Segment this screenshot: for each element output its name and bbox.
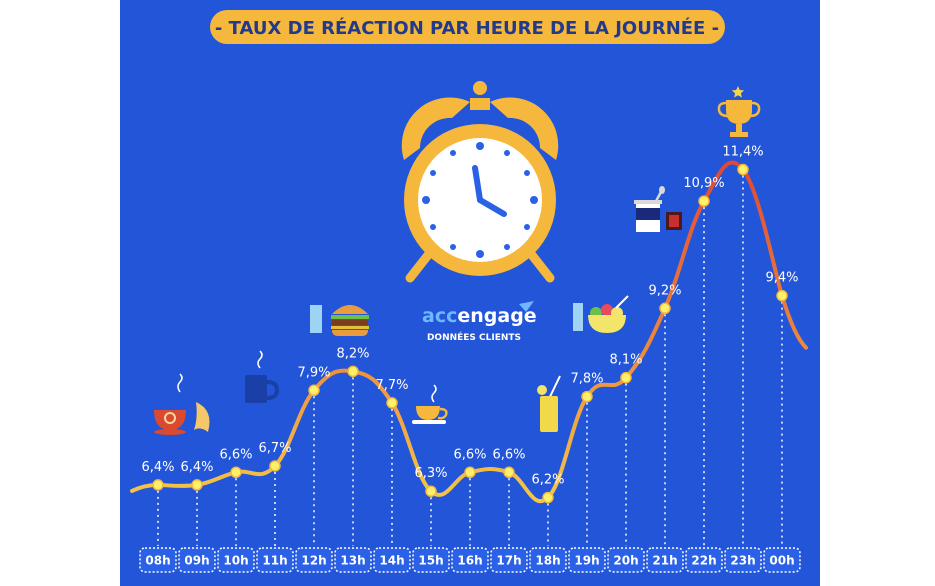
tick-box: [139, 547, 177, 573]
tick-box: [256, 547, 294, 573]
value-label: 10,9%: [683, 176, 724, 191]
value-label: 7,8%: [570, 372, 603, 387]
tick-label: 00h: [769, 554, 794, 568]
value-label: 8,2%: [336, 346, 369, 361]
glass-burger-icon: [310, 305, 369, 336]
tick-box: [178, 547, 216, 573]
value-label: 8,1%: [609, 353, 642, 368]
tick-box: [334, 547, 372, 573]
tick-box: [724, 547, 762, 573]
data-point: [269, 460, 281, 472]
tick-label: 10h: [223, 554, 248, 568]
tick-box: [412, 547, 450, 573]
tick-label: 19h: [574, 554, 599, 568]
data-point: [230, 466, 242, 479]
data-point: [659, 302, 671, 315]
tick-label: 18h: [535, 554, 560, 568]
glass-salad-icon: [573, 295, 629, 333]
tick-box: [529, 547, 567, 573]
data-point: [152, 479, 164, 491]
yogurt-icon: [634, 186, 682, 232]
value-label: 6,6%: [219, 447, 252, 462]
tick-label: 09h: [184, 554, 209, 568]
value-label: 6,6%: [453, 447, 486, 462]
data-point: [425, 485, 437, 497]
data-point: [542, 491, 554, 504]
drop-lines: [157, 175, 783, 546]
tick-label: 08h: [145, 554, 170, 568]
teacup-icon: [412, 384, 448, 424]
coffee-croissant-icon: [154, 373, 210, 435]
tick-label: 20h: [613, 554, 638, 568]
tick-box: [295, 547, 333, 573]
value-labels: 6,4% 6,4% 6,6% 6,7% 7,9% 8,2% 7,7% 6,3% 6,6% 6,6%…: [141, 145, 798, 488]
tick-label: 13h: [340, 554, 365, 568]
trophy-icon: [717, 86, 761, 137]
data-point: [386, 397, 398, 409]
tick-label: 17h: [496, 554, 521, 568]
tick-box: [373, 547, 411, 573]
data-point: [503, 466, 515, 479]
value-label: 6,2%: [531, 473, 564, 488]
value-label: 6,4%: [141, 460, 174, 475]
data-point: [776, 289, 788, 302]
juice-glass-icon: [537, 375, 561, 432]
tick-label: 23h: [730, 554, 755, 568]
tick-box: [685, 547, 723, 573]
title-banner: - TAUX DE RÉACTION PAR HEURE DE LA JOURN…: [210, 10, 725, 44]
data-point: [308, 384, 320, 397]
data-point: [347, 365, 359, 378]
tick-box: [451, 547, 489, 573]
tick-box: [763, 547, 801, 573]
tick-label: 22h: [691, 554, 716, 568]
data-point: [191, 479, 203, 491]
tick-label: 15h: [418, 554, 443, 568]
value-label: 6,7%: [258, 441, 291, 456]
tick-box: [217, 547, 255, 573]
svg-text:accengage: accengage: [422, 305, 537, 327]
data-point: [698, 195, 710, 207]
tick-label: 21h: [652, 554, 677, 568]
value-label: 7,9%: [297, 365, 330, 380]
tick-label: 14h: [379, 554, 404, 568]
curve-right-tail: [780, 293, 808, 350]
tick-box: [568, 547, 606, 573]
tick-box: [490, 547, 528, 573]
data-point: [737, 163, 749, 176]
tick-box: [646, 547, 684, 573]
data-point: [581, 390, 593, 403]
brand-logo: accengage DONNÉES CLIENTS: [422, 301, 537, 343]
value-label: 11,4%: [722, 145, 763, 160]
value-label: 9,4%: [765, 271, 798, 286]
value-label: 6,6%: [492, 447, 525, 462]
brand-name-part2: engage: [457, 305, 536, 327]
value-label: 9,2%: [648, 283, 681, 298]
brand-name-part1: acc: [422, 305, 457, 327]
tick-label: 11h: [262, 554, 287, 568]
brand-tagline: DONNÉES CLIENTS: [427, 331, 521, 343]
tick-label: 16h: [457, 554, 482, 568]
x-axis-ticks: 08h 09h 10h 11h 12h 13h 14h 15h 16h 17h 18h 19h 20h 2…: [139, 547, 801, 573]
value-label: 7,7%: [375, 378, 408, 393]
data-point: [464, 466, 476, 479]
data-point: [620, 371, 632, 384]
tick-label: 12h: [301, 554, 326, 568]
value-label: 6,4%: [180, 460, 213, 475]
tick-box: [607, 547, 645, 573]
value-label: 6,3%: [414, 466, 447, 481]
alarm-clock-icon: [401, 81, 559, 283]
mug-icon: [245, 350, 280, 403]
data-points: [152, 163, 788, 504]
chart-title: - TAUX DE RÉACTION PAR HEURE DE LA JOURN…: [215, 17, 719, 39]
